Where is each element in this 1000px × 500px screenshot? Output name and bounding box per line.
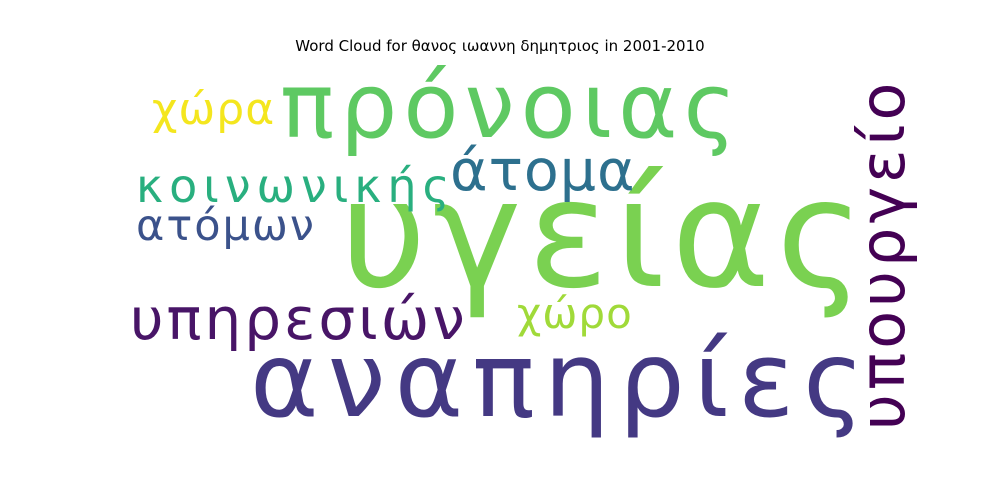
word-10: χώρο [517, 289, 633, 338]
word-9: χώρα [152, 84, 276, 135]
word-4: υπουργείο [846, 78, 919, 430]
word-6: άτομα [450, 138, 636, 204]
word-7: κοινωνικής [136, 159, 456, 213]
word-1: υγείας [340, 148, 871, 322]
word-2: αναπηρίες [250, 319, 874, 441]
word-8: ατόμων [136, 201, 316, 251]
word-5: υπηρεσιών [130, 285, 468, 353]
chart-title: Word Cloud for θανος ιωαννη δημητριος in… [295, 37, 705, 55]
word-3: πρόνοιας [280, 54, 743, 159]
